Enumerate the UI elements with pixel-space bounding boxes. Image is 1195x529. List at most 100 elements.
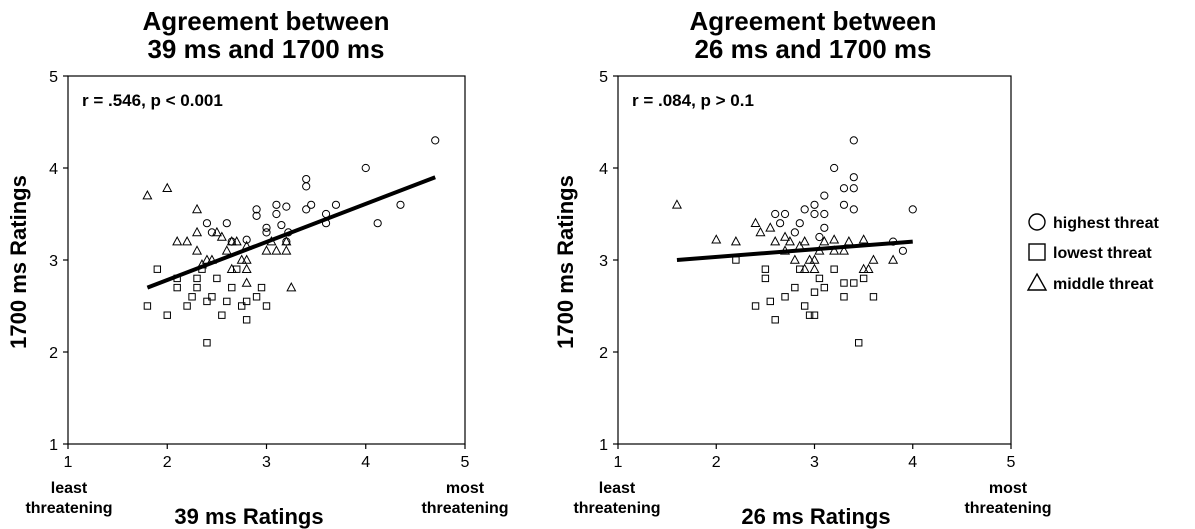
data-point-triangle — [829, 245, 840, 255]
data-point-square — [751, 302, 760, 310]
data-point-triangle — [799, 263, 810, 273]
data-point-circle — [272, 200, 281, 209]
data-point-triangle — [172, 236, 183, 246]
data-point-triangle — [784, 236, 795, 246]
x-tick-label: 4 — [361, 454, 370, 471]
data-point-square — [815, 274, 824, 283]
chart-panel-left: Agreement between 39 ms and 1700 ms r = … — [6, 6, 509, 529]
x-low-label-line-1: least — [599, 480, 636, 497]
data-point-square — [869, 293, 878, 301]
data-point-square — [242, 297, 251, 306]
data-point-square — [810, 311, 819, 319]
data-point-circle — [849, 205, 858, 214]
data-point-square — [800, 302, 809, 310]
data-point-square — [805, 311, 814, 319]
data-point-circle — [898, 246, 908, 255]
data-point-triangle — [286, 282, 297, 292]
y-axis-label: 1700 ms Ratings — [553, 175, 578, 349]
data-point-circle — [242, 235, 251, 244]
data-point-square — [820, 283, 829, 292]
data-point-square — [228, 283, 236, 292]
data-point-square — [213, 274, 221, 283]
data-point-triangle — [281, 236, 292, 246]
data-point-circle — [839, 184, 849, 193]
data-point-triangle — [211, 226, 222, 237]
y-tick-label: 5 — [599, 69, 608, 86]
data-point-circle — [302, 205, 311, 214]
chart-panel-right: Agreement between 26 ms and 1700 ms r = … — [553, 6, 1052, 529]
data-point-triangle — [191, 245, 203, 255]
x-high-label-line-2: threatening — [421, 500, 508, 517]
data-point-triangle — [711, 234, 722, 244]
data-point-triangle — [226, 236, 237, 246]
x-tick-label: 1 — [614, 454, 623, 471]
x-tick-label: 5 — [1007, 454, 1016, 471]
data-point-circle — [272, 209, 281, 219]
data-point-triangle — [789, 254, 800, 264]
data-point-square — [796, 265, 804, 273]
data-point-square — [233, 265, 241, 273]
data-point-square — [183, 302, 191, 310]
data-point-circle — [282, 202, 291, 211]
legend-label: middle threat — [1053, 276, 1154, 293]
data-point-triangle — [281, 245, 292, 255]
stat-label: r = .084, p > 0.1 — [632, 91, 754, 110]
data-point-square — [237, 302, 246, 310]
x-ticks: 1 2 3 4 5 — [614, 444, 1016, 471]
legend-label: highest threat — [1053, 215, 1159, 232]
legend-square-icon — [1028, 243, 1046, 261]
legend-triangle-icon — [1026, 272, 1048, 291]
data-point-triangle — [809, 254, 820, 264]
data-point-triangle — [241, 277, 252, 287]
x-tick-label: 1 — [64, 454, 73, 471]
y-tick-label: 1 — [49, 437, 58, 454]
data-point-triangle — [241, 263, 252, 273]
data-point-triangle — [236, 254, 247, 264]
legend-label: lowest threat — [1053, 245, 1152, 262]
data-point-circle — [820, 191, 829, 200]
y-tick-label: 4 — [599, 161, 608, 178]
y-tick-label: 3 — [599, 253, 608, 270]
data-point-square — [257, 283, 266, 292]
data-point-triangle — [182, 236, 193, 246]
data-point-circle — [262, 223, 271, 232]
data-point-square — [262, 302, 271, 310]
data-point-square — [761, 265, 770, 273]
data-point-circle — [222, 219, 231, 228]
data-point-circle — [815, 232, 824, 242]
data-point-triangle — [843, 236, 854, 246]
data-point-triangle — [863, 263, 874, 273]
data-point-triangle — [671, 199, 682, 209]
data-point-square — [188, 293, 196, 301]
data-point-triangle — [162, 182, 173, 193]
legend-item-lowest-threat: lowest threat — [1028, 243, 1152, 262]
data-point-triangle — [142, 190, 153, 200]
x-tick-label: 2 — [712, 454, 721, 471]
regression-line — [146, 175, 436, 290]
data-point-circle — [780, 209, 790, 219]
x-axis-label: 39 ms Ratings — [174, 504, 323, 529]
data-point-triangle — [770, 236, 781, 246]
data-point-circle — [839, 200, 849, 209]
data-point-triangle — [730, 236, 741, 246]
x-high-label-line-2: threatening — [964, 500, 1051, 517]
chart-title-line-2: 39 ms and 1700 ms — [147, 34, 384, 64]
data-point-triangle — [858, 263, 869, 273]
data-point-square — [766, 297, 774, 306]
data-point-circle — [771, 209, 780, 219]
data-point-triangle — [750, 217, 761, 227]
data-point-square — [153, 265, 162, 273]
data-point-square — [193, 274, 201, 283]
data-point-circle — [302, 174, 311, 184]
y-tick-label: 2 — [49, 345, 58, 362]
data-point-square — [173, 283, 181, 292]
x-low-label-line-1: least — [51, 480, 88, 497]
y-tick-label: 4 — [49, 161, 58, 178]
data-point-triangle — [804, 254, 815, 264]
data-point-circle — [361, 163, 370, 173]
data-point-circle — [277, 220, 286, 230]
x-tick-label: 3 — [262, 454, 271, 471]
data-point-square — [850, 279, 858, 287]
data-point-circle — [820, 209, 829, 219]
data-point-circle — [820, 223, 829, 232]
